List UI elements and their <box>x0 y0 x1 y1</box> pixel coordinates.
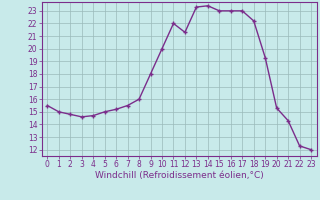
X-axis label: Windchill (Refroidissement éolien,°C): Windchill (Refroidissement éolien,°C) <box>95 171 264 180</box>
